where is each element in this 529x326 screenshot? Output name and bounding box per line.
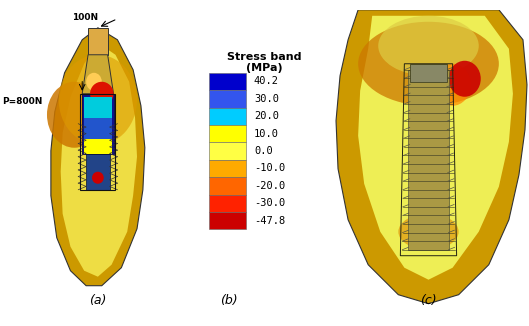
Text: 0.0: 0.0 <box>254 146 272 156</box>
PathPatch shape <box>51 28 145 286</box>
Ellipse shape <box>378 16 479 76</box>
Bar <box>82 94 114 154</box>
Text: (c): (c) <box>420 294 437 307</box>
Ellipse shape <box>358 22 499 106</box>
Text: -10.0: -10.0 <box>254 163 285 173</box>
PathPatch shape <box>61 43 137 277</box>
Text: 20.0: 20.0 <box>254 111 279 121</box>
Text: 40.2: 40.2 <box>254 77 279 86</box>
Text: -30.0: -30.0 <box>254 198 285 208</box>
Bar <box>209 195 246 212</box>
Ellipse shape <box>47 82 102 148</box>
Bar <box>411 64 446 82</box>
Text: P=800N: P=800N <box>2 97 42 106</box>
Bar <box>408 70 449 250</box>
Bar <box>209 142 246 160</box>
Text: (b): (b) <box>220 294 238 307</box>
Text: -20.0: -20.0 <box>254 181 285 191</box>
Text: -47.8: -47.8 <box>254 215 285 226</box>
Ellipse shape <box>90 82 114 106</box>
Text: 10.0: 10.0 <box>254 129 279 139</box>
Bar <box>86 154 110 190</box>
Text: 30.0: 30.0 <box>254 94 279 104</box>
Bar <box>84 97 112 118</box>
Bar <box>209 125 246 142</box>
Bar <box>209 212 246 229</box>
Ellipse shape <box>59 55 137 145</box>
Polygon shape <box>82 55 114 94</box>
Text: 100N: 100N <box>72 13 98 22</box>
Ellipse shape <box>92 172 104 184</box>
Bar <box>84 139 112 154</box>
PathPatch shape <box>336 10 527 304</box>
Bar <box>80 94 115 190</box>
Bar <box>209 108 246 125</box>
Bar <box>209 177 246 195</box>
Bar <box>209 73 246 90</box>
Text: (a): (a) <box>89 294 106 307</box>
PathPatch shape <box>358 16 513 280</box>
Ellipse shape <box>434 64 471 106</box>
Ellipse shape <box>449 61 481 97</box>
Bar <box>209 90 246 108</box>
Text: Stress band
(MPa): Stress band (MPa) <box>227 52 302 73</box>
Ellipse shape <box>86 73 102 91</box>
Bar <box>84 118 112 139</box>
Bar <box>209 160 246 177</box>
Bar <box>88 28 108 55</box>
Ellipse shape <box>398 214 459 250</box>
